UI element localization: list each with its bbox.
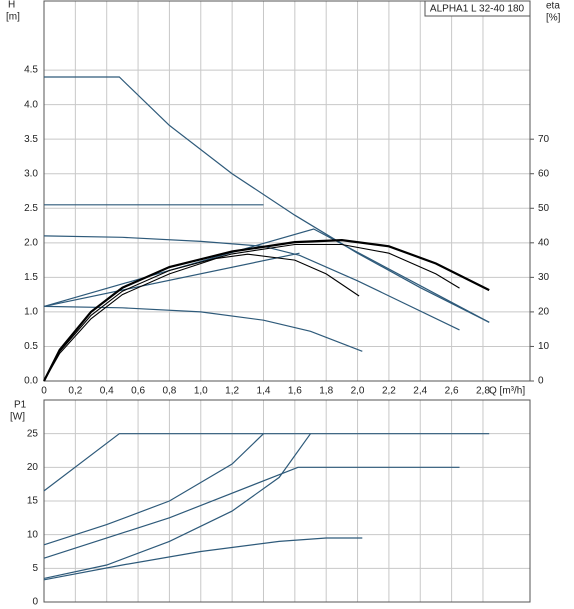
y-tick-label: 2.0 — [24, 237, 38, 248]
y2-tick-label: 10 — [538, 341, 550, 352]
y-unit: [W] — [10, 412, 25, 423]
y-tick-label: 4.0 — [24, 99, 38, 110]
y-tick-label: 3.0 — [24, 168, 38, 179]
y2-tick-label: 50 — [538, 203, 550, 214]
chart-title: ALPHA1 L 32-40 180 — [430, 4, 525, 15]
x-tick-label: 0,8 — [162, 386, 176, 397]
y-tick-label: 2.5 — [24, 203, 38, 214]
title-box — [424, 0, 531, 17]
y-tick-label: 15 — [27, 496, 39, 507]
x-tick-label: 1,6 — [288, 386, 302, 397]
y-tick-label: 1.0 — [24, 307, 38, 318]
y-tick-label: 0 — [32, 597, 38, 608]
y-tick-label: 10 — [27, 529, 39, 540]
plot-frame — [43, 0, 531, 382]
curve — [43, 243, 460, 382]
x-label: Q [m³/h] — [489, 386, 525, 397]
x-tick-label: 0 — [41, 386, 47, 397]
y-tick-label: 4.5 — [24, 65, 38, 76]
curve — [43, 253, 360, 382]
y2-tick-label: 40 — [538, 237, 550, 248]
y-tick-label: 5 — [32, 563, 38, 574]
plot-frame — [43, 399, 531, 603]
x-tick-label: 2,6 — [445, 386, 459, 397]
curve — [43, 238, 490, 382]
y2-tick-label: 0 — [538, 376, 544, 387]
curve — [43, 228, 490, 323]
x-tick-label: 2,2 — [382, 386, 396, 397]
x-tick-label: 0,2 — [68, 386, 82, 397]
x-tick-label: 1,2 — [225, 386, 239, 397]
curve — [44, 76, 490, 323]
x-tick-label: 0,6 — [131, 386, 145, 397]
y-tick-label: 20 — [27, 462, 39, 473]
y-label: P1 — [14, 400, 27, 411]
curve — [43, 433, 490, 492]
x-tick-label: 1,4 — [257, 386, 271, 397]
y-tick-label: 0.5 — [24, 341, 38, 352]
x-tick-label: 2,0 — [351, 386, 365, 397]
x-tick-label: 1,8 — [319, 386, 333, 397]
y2-tick-label: 30 — [538, 272, 550, 283]
y2-tick-label: 60 — [538, 168, 550, 179]
curve — [43, 433, 311, 579]
x-tick-label: 2,8 — [476, 386, 490, 397]
curve — [43, 537, 363, 581]
x-tick-label: 0,4 — [100, 386, 114, 397]
y-label: H — [8, 0, 15, 11]
y2-unit: [%] — [546, 13, 561, 24]
y-tick-label: 25 — [27, 428, 39, 439]
y-unit: [m] — [6, 12, 20, 23]
y2-label: eta — [546, 1, 560, 12]
curve — [43, 305, 363, 352]
curve — [43, 466, 460, 559]
curve — [43, 252, 300, 307]
x-tick-label: 2,4 — [413, 386, 427, 397]
x-tick-label: 1,0 — [194, 386, 208, 397]
y-tick-label: 3.5 — [24, 134, 38, 145]
y2-tick-label: 70 — [538, 134, 550, 145]
y-tick-label: 0.0 — [24, 376, 38, 387]
curve — [43, 433, 264, 546]
y-tick-label: 1.5 — [24, 272, 38, 283]
y2-tick-label: 20 — [538, 307, 550, 318]
